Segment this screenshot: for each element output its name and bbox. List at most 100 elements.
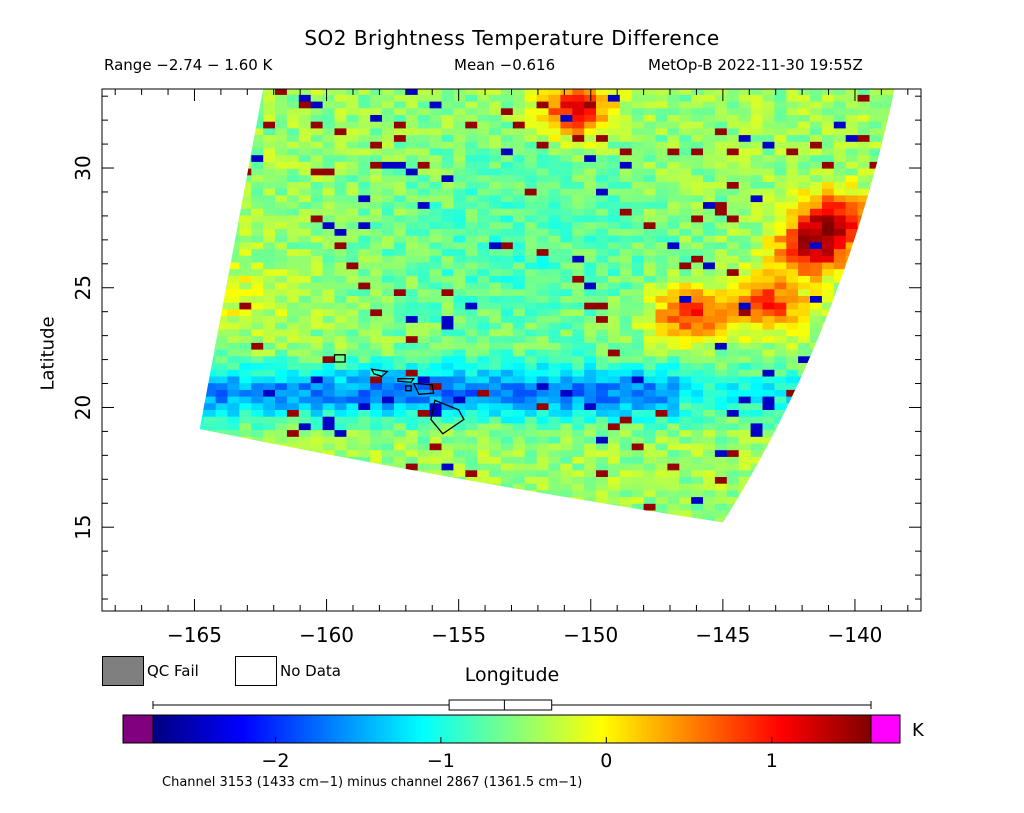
- heat-cell: [833, 275, 847, 283]
- heat-cell: [596, 107, 609, 115]
- heat-cell: [643, 335, 657, 343]
- heat-cell: [762, 201, 775, 209]
- heat-cell: [168, 376, 181, 383]
- heat-cell: [917, 242, 930, 249]
- heat-cell: [298, 221, 312, 229]
- heat-cell: [489, 174, 502, 182]
- heat-cell: [917, 342, 930, 349]
- heat-cell: [893, 89, 895, 95]
- heat-cell: [714, 235, 728, 243]
- heat-cell: [536, 436, 550, 444]
- heat-cell: [429, 201, 443, 209]
- heat-cell: [346, 496, 359, 504]
- heat-cell: [215, 389, 229, 397]
- heat-cell: [512, 282, 526, 290]
- heat-cell: [845, 154, 859, 162]
- heat-cell: [536, 349, 550, 357]
- heat-cell: [346, 81, 359, 88]
- heat-cell: [203, 127, 217, 136]
- heat-cell: [512, 442, 526, 451]
- heat-cell: [263, 463, 276, 471]
- heat-cell: [298, 429, 312, 437]
- heat-cell: [703, 389, 716, 397]
- heat-cell: [560, 416, 573, 424]
- heat-cell: [738, 302, 752, 310]
- heat-cell: [239, 375, 252, 384]
- heat-cell: [199, 261, 205, 270]
- heat-cell: [239, 215, 252, 223]
- heat-cell: [798, 523, 811, 530]
- heat-cell: [833, 456, 847, 464]
- heat-cell: [334, 335, 347, 343]
- heat-cell: [596, 422, 609, 431]
- heat-cell: [334, 489, 347, 498]
- heat-cell: [726, 308, 740, 317]
- heat-cell: [560, 503, 573, 511]
- heat-cell: [786, 469, 799, 477]
- heat-cell: [596, 248, 609, 256]
- heat-cell: [310, 389, 324, 397]
- heat-cell: [607, 396, 621, 404]
- heat-cell: [489, 295, 502, 303]
- colorbar: −2 −1 0 1: [122, 699, 901, 772]
- heat-cell: [322, 188, 336, 196]
- heat-cell: [619, 389, 633, 397]
- heat-cell: [893, 530, 906, 537]
- heat-cell: [417, 188, 431, 196]
- heat-cell: [251, 161, 264, 169]
- heat-cell: [691, 463, 704, 471]
- heat-cell: [714, 188, 728, 196]
- heat-cell: [726, 282, 740, 290]
- heat-cell: [619, 114, 633, 122]
- heat-cell: [643, 94, 657, 102]
- heat-cell: [215, 174, 229, 182]
- heat-cell: [322, 369, 336, 377]
- heat-cell: [512, 268, 526, 276]
- heat-cell: [917, 456, 930, 463]
- heat-cell: [917, 376, 930, 383]
- heat-cell: [199, 107, 205, 115]
- heat-cell: [631, 255, 645, 263]
- heat-cell: [251, 141, 264, 149]
- heat-cell: [560, 114, 573, 122]
- heat-cell: [465, 523, 478, 530]
- heat-cell: [584, 369, 597, 377]
- heat-cell: [714, 255, 728, 263]
- heat-cell: [821, 429, 835, 437]
- heat-cell: [679, 288, 692, 296]
- heat-cell: [750, 268, 764, 276]
- heat-cell: [275, 382, 288, 390]
- heat-cell: [203, 422, 217, 431]
- heat-cell: [881, 295, 894, 303]
- heat-cell: [525, 81, 538, 88]
- heat-cell: [845, 147, 859, 156]
- heat-cell: [536, 235, 550, 243]
- heat-cell: [560, 516, 573, 523]
- heat-cell: [584, 228, 597, 236]
- heat-cell: [405, 375, 419, 384]
- heat-cell: [643, 349, 657, 357]
- heat-cell: [453, 81, 466, 88]
- heat-cell: [810, 389, 823, 397]
- heat-cell: [370, 161, 383, 169]
- heat-cell: [263, 449, 276, 457]
- heat-cell: [429, 483, 443, 491]
- heat-cell: [798, 328, 811, 337]
- heat-cell: [370, 396, 383, 404]
- heat-cell: [382, 523, 395, 530]
- heat-cell: [667, 268, 680, 276]
- heat-cell: [607, 469, 621, 477]
- heat-cell: [905, 141, 918, 148]
- heat-cell: [227, 107, 240, 115]
- heat-cell: [382, 288, 395, 296]
- heat-cell: [358, 89, 371, 95]
- heat-cell: [643, 429, 657, 437]
- heat-cell: [905, 530, 918, 537]
- heat-cell: [215, 449, 229, 457]
- heat-cell: [833, 389, 847, 397]
- heat-cell: [310, 255, 324, 263]
- heat-cell: [275, 275, 288, 283]
- heat-cell: [596, 194, 609, 203]
- heat-cell: [370, 94, 383, 102]
- heat-cell: [810, 342, 823, 350]
